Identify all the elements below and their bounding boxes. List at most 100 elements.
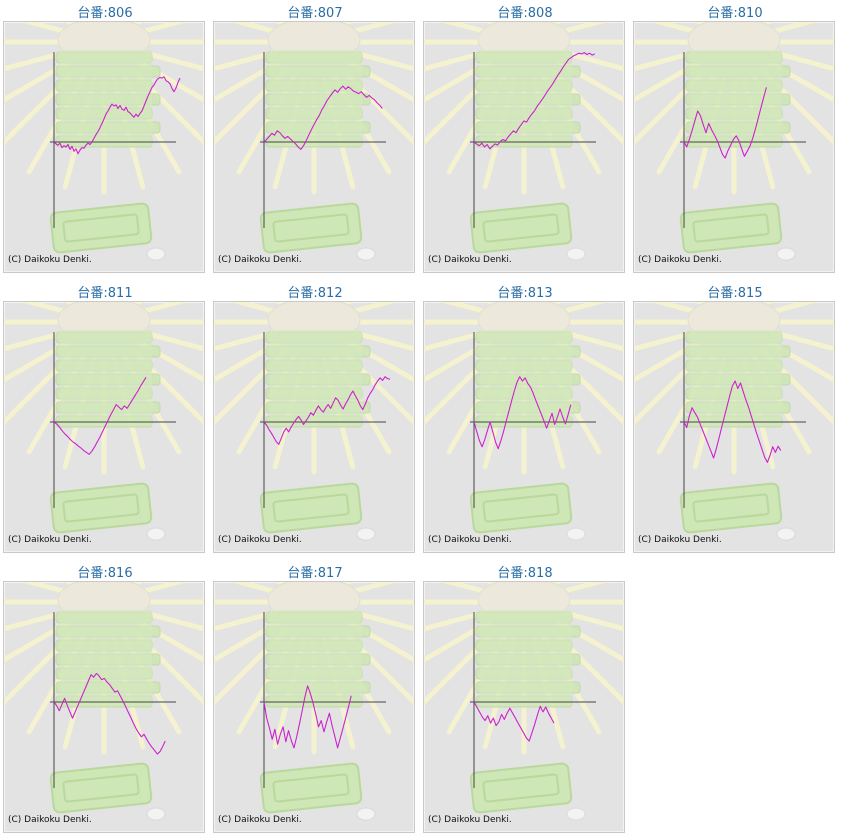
chart-title: 台番:816: [77, 566, 133, 581]
chart-card: 台番:815 (C) Daikoku Denki.: [630, 280, 840, 560]
background-ray: [424, 339, 492, 383]
background-tray-inner: [62, 213, 140, 243]
background-ray: [560, 302, 609, 315]
background-tower: [270, 50, 362, 146]
series-line: [53, 76, 181, 155]
background-illustration: [4, 302, 204, 541]
background-tower: [480, 50, 572, 146]
background-tower: [270, 330, 362, 426]
background-tower: [270, 610, 362, 706]
background-ray: [140, 22, 189, 35]
copyright-credit: (C) Daikoku Denki.: [218, 815, 302, 825]
background-ray: [350, 329, 414, 352]
chart-panel: (C) Daikoku Denki.: [423, 581, 625, 833]
background-ray: [560, 49, 624, 72]
background-ray: [770, 329, 834, 352]
background-ray: [4, 609, 68, 632]
background-ray: [140, 302, 189, 315]
background-illustration: [634, 302, 834, 541]
background-illustration: [634, 22, 834, 261]
series-line: [53, 377, 147, 455]
chart-svg: [214, 302, 414, 541]
background-ray: [4, 59, 72, 103]
background-ray: [350, 302, 399, 315]
background-illustration: [214, 22, 414, 261]
background-ray: [4, 329, 68, 352]
background-ray: [229, 22, 278, 35]
background-tray-inner: [482, 773, 560, 803]
background-ray: [140, 609, 204, 632]
background-illustration: [424, 302, 624, 541]
background-ray: [350, 22, 399, 35]
background-ray: [424, 49, 488, 72]
background-ray: [424, 619, 492, 663]
background-ray: [560, 582, 609, 595]
copyright-credit: (C) Daikoku Denki.: [218, 255, 302, 265]
background-ray: [424, 609, 488, 632]
background-ray: [634, 329, 698, 352]
chart-panel: (C) Daikoku Denki.: [423, 301, 625, 553]
series-line: [473, 52, 596, 150]
series-line: [473, 701, 555, 742]
background-coin: [566, 527, 586, 541]
background-tray-inner: [62, 773, 140, 803]
chart-svg: [424, 22, 624, 261]
chart-panel: (C) Daikoku Denki.: [633, 301, 835, 553]
background-tray: [679, 202, 783, 254]
background-ray: [634, 339, 702, 383]
background-ray: [350, 49, 414, 72]
background-tray: [469, 482, 573, 534]
chart-title: 台番:812: [287, 286, 343, 301]
copyright-credit: (C) Daikoku Denki.: [8, 815, 92, 825]
chart-svg: [424, 582, 624, 821]
chart-title: 台番:806: [77, 6, 133, 21]
background-ray: [439, 22, 488, 35]
background-tray-inner: [272, 773, 350, 803]
background-ray: [439, 302, 488, 315]
copyright-credit: (C) Daikoku Denki.: [428, 815, 512, 825]
background-illustration: [214, 302, 414, 541]
chart-title: 台番:818: [497, 566, 553, 581]
background-ray: [4, 619, 72, 663]
background-ray: [560, 329, 624, 352]
chart-card: 台番:818 (C) Daikoku Denki.: [420, 560, 630, 840]
copyright-credit: (C) Daikoku Denki.: [638, 255, 722, 265]
background-coin: [776, 247, 796, 261]
background-coin: [566, 807, 586, 821]
background-illustration: [424, 22, 624, 261]
series-line: [263, 685, 352, 749]
background-tray-inner: [692, 493, 770, 523]
copyright-credit: (C) Daikoku Denki.: [8, 535, 92, 545]
chart-svg: [214, 582, 414, 821]
background-ray: [19, 22, 68, 35]
background-ray: [350, 582, 399, 595]
background-ray: [350, 609, 414, 632]
background-illustration: [214, 582, 414, 821]
background-tower: [60, 330, 152, 426]
background-tower: [60, 610, 152, 706]
background-tray: [259, 202, 363, 254]
chart-svg: [214, 22, 414, 261]
background-coin: [146, 247, 166, 261]
chart-panel: (C) Daikoku Denki.: [633, 21, 835, 273]
background-ray: [770, 22, 819, 35]
copyright-credit: (C) Daikoku Denki.: [428, 535, 512, 545]
chart-panel: (C) Daikoku Denki.: [213, 21, 415, 273]
background-coin: [776, 527, 796, 541]
copyright-credit: (C) Daikoku Denki.: [428, 255, 512, 265]
chart-title: 台番:815: [707, 286, 763, 301]
background-coin: [146, 527, 166, 541]
chart-card: 台番:817 (C) Daikoku Denki.: [210, 560, 420, 840]
chart-card: 台番:810 (C) Daikoku Denki.: [630, 0, 840, 280]
background-ray: [424, 329, 488, 352]
background-tray: [49, 482, 153, 534]
background-ray: [560, 22, 609, 35]
chart-title: 台番:811: [77, 286, 133, 301]
background-tower: [480, 330, 572, 426]
background-coin: [146, 807, 166, 821]
chart-panel: (C) Daikoku Denki.: [213, 301, 415, 553]
chart-card: 台番:806 (C) Daikoku Denki.: [0, 0, 210, 280]
background-ray: [634, 59, 702, 103]
series-line: [263, 85, 383, 150]
chart-card: 台番:816 (C) Daikoku Denki.: [0, 560, 210, 840]
